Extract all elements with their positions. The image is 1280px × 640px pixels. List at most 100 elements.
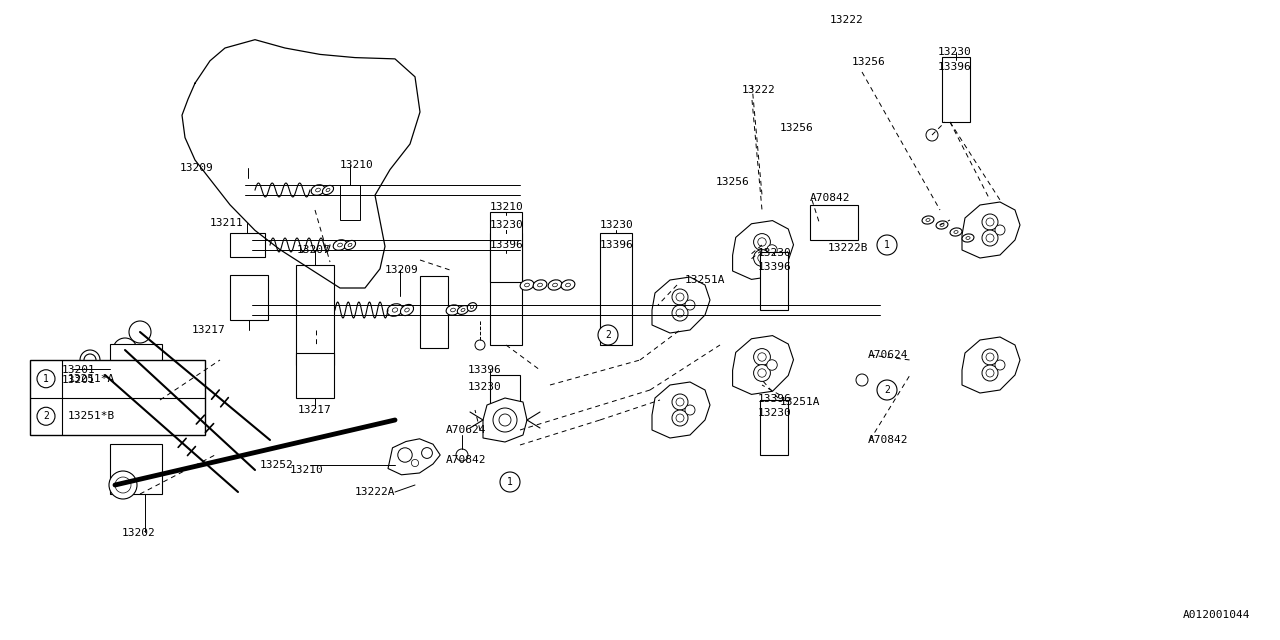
Ellipse shape xyxy=(525,283,530,287)
Circle shape xyxy=(982,349,998,365)
Circle shape xyxy=(995,360,1005,370)
Circle shape xyxy=(456,449,468,461)
Circle shape xyxy=(672,305,689,321)
Ellipse shape xyxy=(963,234,974,242)
Circle shape xyxy=(493,408,517,432)
Text: 13396: 13396 xyxy=(938,62,972,72)
Circle shape xyxy=(475,340,485,350)
Text: 1: 1 xyxy=(507,477,513,487)
Circle shape xyxy=(685,405,695,415)
Text: A70842: A70842 xyxy=(810,193,850,203)
Bar xyxy=(110,444,163,494)
Ellipse shape xyxy=(344,241,356,250)
Ellipse shape xyxy=(392,308,398,312)
Text: A70624: A70624 xyxy=(445,425,486,435)
Ellipse shape xyxy=(548,280,562,290)
Circle shape xyxy=(598,325,618,345)
Text: 13396: 13396 xyxy=(758,262,792,272)
Circle shape xyxy=(754,349,771,365)
Circle shape xyxy=(877,235,897,255)
Ellipse shape xyxy=(940,223,945,227)
Ellipse shape xyxy=(566,283,571,287)
Text: 13230: 13230 xyxy=(938,47,972,57)
Text: 13396: 13396 xyxy=(758,394,792,404)
Circle shape xyxy=(877,380,897,400)
Circle shape xyxy=(676,414,684,422)
Circle shape xyxy=(982,214,998,230)
Polygon shape xyxy=(963,202,1020,258)
Ellipse shape xyxy=(457,305,468,314)
Bar xyxy=(942,57,970,122)
Text: 13251A: 13251A xyxy=(685,275,726,285)
Bar xyxy=(490,212,522,282)
Text: A70842: A70842 xyxy=(868,435,909,445)
Ellipse shape xyxy=(520,280,534,290)
Text: 13209: 13209 xyxy=(180,163,214,173)
Circle shape xyxy=(986,218,995,226)
Circle shape xyxy=(115,477,131,493)
Text: A70842: A70842 xyxy=(445,455,486,465)
Ellipse shape xyxy=(966,237,970,239)
Text: 13201: 13201 xyxy=(61,375,96,385)
Circle shape xyxy=(499,414,511,426)
Circle shape xyxy=(129,321,151,343)
Circle shape xyxy=(685,300,695,310)
Bar xyxy=(110,344,163,394)
Circle shape xyxy=(84,354,96,366)
Text: 1: 1 xyxy=(884,240,890,250)
Circle shape xyxy=(986,353,995,361)
Circle shape xyxy=(754,234,771,250)
Circle shape xyxy=(856,374,868,386)
Circle shape xyxy=(37,407,55,425)
Bar xyxy=(490,375,520,435)
Ellipse shape xyxy=(348,243,352,246)
Circle shape xyxy=(982,365,998,381)
Ellipse shape xyxy=(950,228,963,236)
Ellipse shape xyxy=(467,303,476,311)
Text: A70624: A70624 xyxy=(868,350,909,360)
Ellipse shape xyxy=(922,216,934,224)
Bar xyxy=(340,185,360,220)
Ellipse shape xyxy=(338,243,342,247)
Text: A012001044: A012001044 xyxy=(1183,610,1251,620)
Bar xyxy=(490,233,522,345)
Polygon shape xyxy=(652,277,710,333)
Text: 13230: 13230 xyxy=(600,220,634,230)
Text: 13209: 13209 xyxy=(385,265,419,275)
Text: 2: 2 xyxy=(605,330,611,340)
Ellipse shape xyxy=(447,305,460,315)
Circle shape xyxy=(758,254,767,262)
Circle shape xyxy=(91,361,119,389)
Ellipse shape xyxy=(532,280,547,290)
Text: 13230: 13230 xyxy=(758,248,792,258)
Text: 1: 1 xyxy=(44,374,49,384)
Text: 13222: 13222 xyxy=(742,85,776,95)
Circle shape xyxy=(982,230,998,246)
Ellipse shape xyxy=(925,219,931,221)
Text: 13210: 13210 xyxy=(490,202,524,212)
Ellipse shape xyxy=(404,308,410,312)
Circle shape xyxy=(79,350,100,370)
Circle shape xyxy=(676,398,684,406)
Bar xyxy=(600,233,632,345)
Text: 13207: 13207 xyxy=(297,245,330,255)
Ellipse shape xyxy=(323,186,334,195)
Text: 13251A: 13251A xyxy=(780,397,820,407)
Text: 13251*B: 13251*B xyxy=(68,412,115,421)
Circle shape xyxy=(421,447,433,458)
Text: 13222: 13222 xyxy=(829,15,864,25)
Bar xyxy=(760,400,788,455)
Circle shape xyxy=(754,250,771,266)
Circle shape xyxy=(113,338,137,362)
Circle shape xyxy=(995,225,1005,235)
Circle shape xyxy=(758,238,767,246)
Text: 13251*A: 13251*A xyxy=(68,374,115,384)
Text: 13210: 13210 xyxy=(340,160,374,170)
Text: 2: 2 xyxy=(44,412,49,421)
Text: 13256: 13256 xyxy=(852,57,886,67)
Ellipse shape xyxy=(553,283,557,287)
Ellipse shape xyxy=(561,280,575,290)
Text: 13202: 13202 xyxy=(122,528,156,538)
Text: 13396: 13396 xyxy=(600,240,634,250)
Circle shape xyxy=(500,472,520,492)
